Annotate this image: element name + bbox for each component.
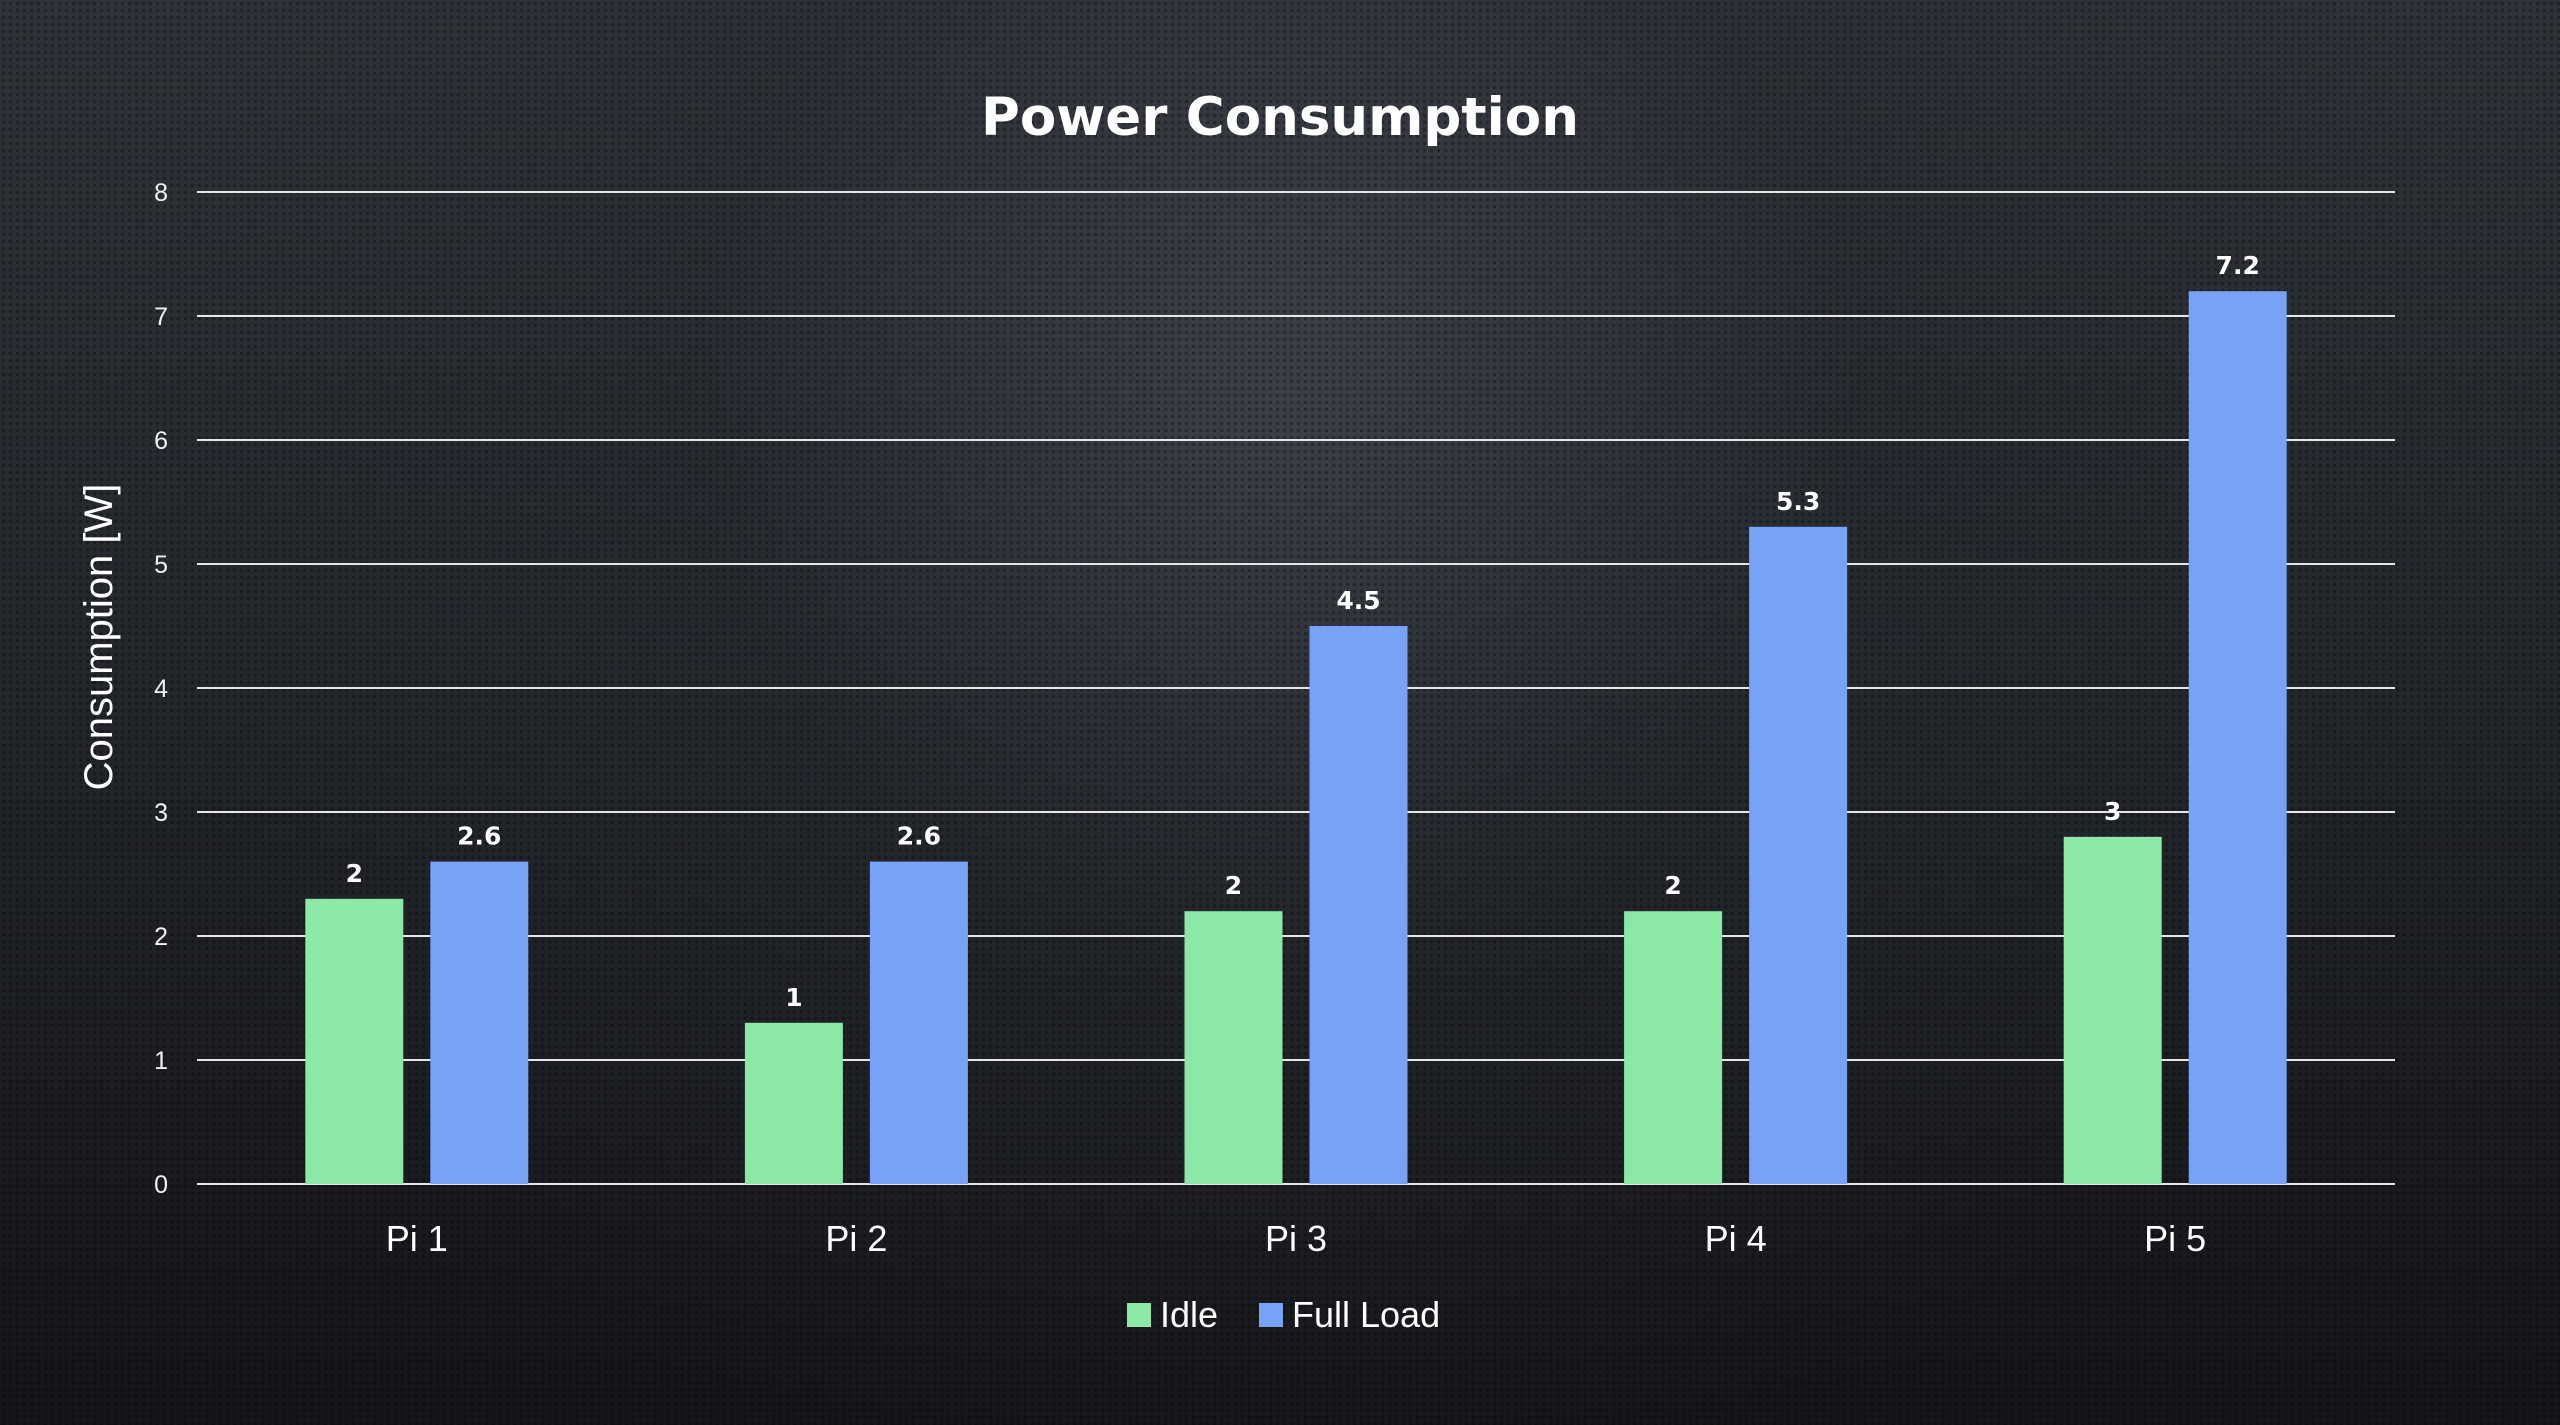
gridlines xyxy=(197,191,2395,1185)
bar-full-load-pi-2 xyxy=(869,861,968,1184)
bar-idle-pi-2 xyxy=(744,1022,843,1184)
bar-full-load-pi-1 xyxy=(430,861,529,1184)
y-axis-label: Consumption [W] xyxy=(77,484,121,791)
bar-idle-pi-4 xyxy=(1624,911,1723,1184)
legend-swatch-idle xyxy=(1127,1303,1151,1327)
data-label: 2 xyxy=(1225,871,1242,900)
x-axis-ticks: Pi 1 Pi 2 Pi 3 Pi 4 Pi 5 xyxy=(386,1218,2206,1259)
legend-swatch-full-load xyxy=(1259,1303,1283,1327)
x-tick-label: Pi 5 xyxy=(2144,1218,2206,1259)
y-tick-label: 1 xyxy=(154,1047,168,1075)
data-label: 1 xyxy=(785,983,802,1012)
data-label: 7.2 xyxy=(2216,251,2260,280)
x-tick-label: Pi 4 xyxy=(1705,1218,1767,1259)
bar-full-load-pi-4 xyxy=(1749,526,1848,1184)
y-tick-label: 2 xyxy=(154,923,168,951)
data-label: 2.6 xyxy=(457,822,501,851)
y-tick-label: 5 xyxy=(154,551,168,579)
bar-idle-pi-5 xyxy=(2063,836,2162,1184)
x-tick-label: Pi 2 xyxy=(825,1218,887,1259)
legend-label-idle: Idle xyxy=(1160,1294,1218,1335)
data-label: 2.6 xyxy=(897,822,941,851)
legend[interactable]: Idle Full Load xyxy=(1127,1294,1440,1335)
bar-full-load-pi-5 xyxy=(2188,291,2287,1184)
data-labels: 2 2.6 1 2.6 2 4.5 2 5.3 3 7.2 xyxy=(346,251,2260,1012)
bars xyxy=(305,291,2287,1184)
bar-idle-pi-1 xyxy=(305,898,404,1184)
data-label: 4.5 xyxy=(1336,586,1380,615)
y-tick-label: 4 xyxy=(154,675,168,703)
bar-full-load-pi-3 xyxy=(1309,626,1408,1184)
y-tick-label: 6 xyxy=(154,427,168,455)
y-tick-label: 8 xyxy=(154,179,168,207)
data-label: 2 xyxy=(1664,871,1681,900)
y-tick-label: 0 xyxy=(154,1171,168,1199)
y-tick-label: 7 xyxy=(154,303,168,331)
x-tick-label: Pi 1 xyxy=(386,1218,448,1259)
x-tick-label: Pi 3 xyxy=(1265,1218,1327,1259)
legend-label-full-load: Full Load xyxy=(1292,1294,1440,1335)
chart-title: Power Consumption xyxy=(981,87,1579,148)
y-axis-ticks: 0 1 2 3 4 5 6 7 8 xyxy=(154,179,168,1199)
y-tick-label: 3 xyxy=(154,799,168,827)
data-label: 3 xyxy=(2104,797,2121,826)
data-label: 2 xyxy=(346,859,363,888)
bar-idle-pi-3 xyxy=(1184,911,1283,1184)
data-label: 5.3 xyxy=(1776,487,1820,516)
